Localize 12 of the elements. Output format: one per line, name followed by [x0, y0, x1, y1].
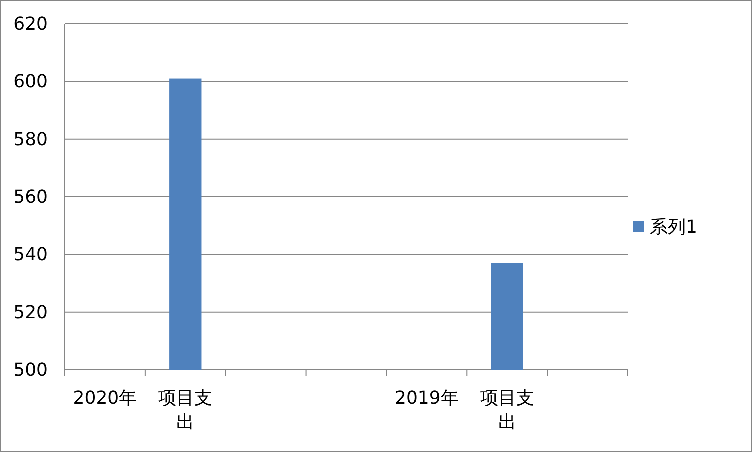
- x-tick-label: 2020年: [73, 388, 138, 409]
- y-tick-label: 520: [14, 302, 48, 324]
- y-tick-label: 540: [14, 244, 48, 266]
- y-tick-label: 580: [14, 129, 48, 150]
- y-tick-label: 560: [14, 187, 48, 208]
- y-tick-label: 620: [14, 14, 48, 35]
- x-tick-label: 项目支出: [158, 388, 213, 433]
- x-tick-label: 2019年: [395, 388, 459, 409]
- x-tick-label: 项目支出: [480, 388, 534, 433]
- y-tick-label: 500: [14, 360, 48, 381]
- y-tick-label: 600: [14, 72, 48, 93]
- legend-label: 系列1: [650, 217, 698, 238]
